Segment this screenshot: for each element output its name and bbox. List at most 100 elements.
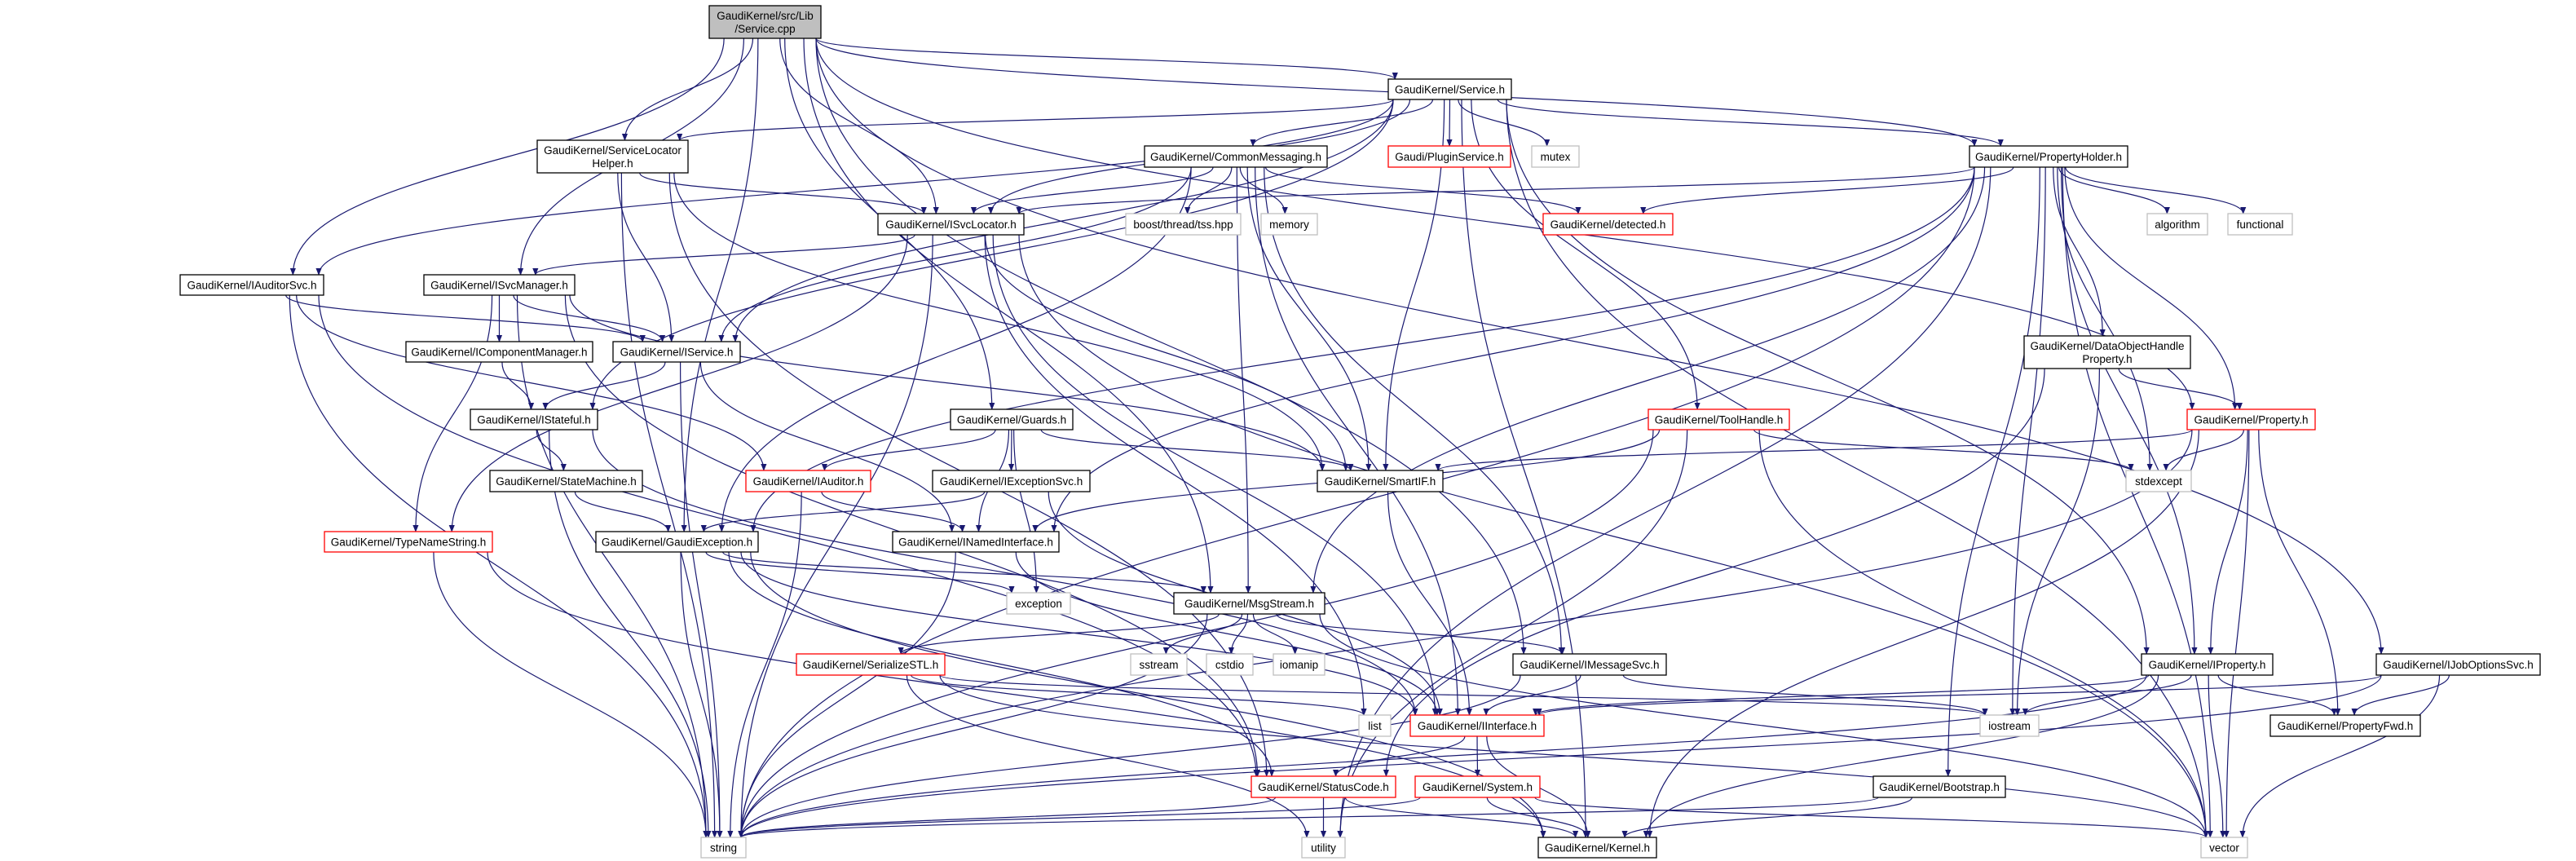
- node-iostream[interactable]: iostream: [1979, 714, 2040, 737]
- edge-commsg-to-isvclocator: [970, 166, 1214, 214]
- node-smartif[interactable]: GaudiKernel/SmartIF.h: [1317, 470, 1444, 492]
- node-cstdio[interactable]: cstdio: [1206, 653, 1254, 676]
- node-istateful[interactable]: GaudiKernel/IStateful.h: [470, 408, 598, 430]
- node-statuscode[interactable]: GaudiKernel/StatusCode.h: [1251, 775, 1396, 798]
- node-label: GaudiKernel/INamedInterface.h: [898, 536, 1053, 549]
- node-functional[interactable]: functional: [2227, 213, 2293, 236]
- edge-system-to-vector: [1534, 797, 2209, 838]
- edge-iservice-to-inamed: [699, 361, 955, 532]
- node-iauditor[interactable]: GaudiKernel/IAuditor.h: [745, 470, 871, 492]
- edge-property-to-smartif: [1435, 429, 2193, 471]
- edge-root-to-isvclocator: [779, 38, 939, 214]
- node-sstream[interactable]: sstream: [1130, 653, 1188, 676]
- node-root[interactable]: GaudiKernel/src/Lib/Service.cpp: [708, 5, 822, 39]
- node-box: [1979, 714, 2040, 737]
- edge-iauditor-to-string: [727, 491, 802, 838]
- edge-isvcmanager-to-typename: [412, 294, 493, 532]
- node-box: [1358, 714, 1392, 737]
- node-iexceptionsvc[interactable]: GaudiKernel/IExceptionSvc.h: [932, 470, 1091, 492]
- node-iinterface[interactable]: GaudiKernel/IInterface.h: [1409, 714, 1545, 737]
- node-bootstrap[interactable]: GaudiKernel/Bootstrap.h: [1872, 775, 2006, 798]
- node-statemachine[interactable]: GaudiKernel/StateMachine.h: [489, 470, 643, 492]
- edge-msgstream-to-vector: [1319, 613, 2209, 838]
- node-kernel[interactable]: GaudiKernel/Kernel.h: [1537, 837, 1657, 859]
- node-propholder[interactable]: GaudiKernel/PropertyHolder.h: [1969, 145, 2128, 168]
- node-label: GaudiKernel/ToolHandle.h: [1655, 414, 1784, 426]
- edge-dohp-to-property: [2118, 368, 2243, 410]
- node-property[interactable]: GaudiKernel/Property.h: [2186, 408, 2316, 430]
- node-plugin[interactable]: Gaudi/PluginService.h: [1387, 145, 1511, 168]
- node-box: [1387, 145, 1511, 168]
- node-label: algorithm: [2155, 219, 2200, 231]
- edge-ijoboptions-to-iinterface: [1536, 674, 2382, 716]
- node-box: [877, 213, 1025, 236]
- node-list[interactable]: list: [1358, 714, 1392, 737]
- edge-iauditorsvc-to-statuscode: [318, 294, 1259, 777]
- edge-guards-to-iauditor: [821, 429, 996, 471]
- edge-bootstrap-to-string: [738, 797, 1879, 838]
- node-iauditorsvc[interactable]: GaudiKernel/IAuditorSvc.h: [179, 274, 324, 296]
- node-isvcmanager[interactable]: GaudiKernel/ISvcManager.h: [423, 274, 576, 296]
- node-label: GaudiKernel/Guards.h: [957, 414, 1066, 426]
- node-propfwd[interactable]: GaudiKernel/PropertyFwd.h: [2269, 714, 2421, 737]
- node-iomanip[interactable]: iomanip: [1273, 653, 1325, 676]
- edge-icompmgr-to-istateful: [501, 361, 535, 410]
- edge-typename-to-string: [433, 551, 709, 838]
- edge-gaudiexc-to-exception: [705, 551, 1015, 594]
- node-label: GaudiKernel/IProperty.h: [2149, 659, 2266, 671]
- node-label: GaudiKernel/StatusCode.h: [1258, 781, 1389, 793]
- edge-isvcmanager-to-string: [516, 294, 709, 838]
- node-utility[interactable]: utility: [1301, 837, 1346, 859]
- edge-commsg-to-detected: [1264, 166, 1581, 214]
- node-box: [892, 531, 1060, 553]
- edge-commsg-to-boost: [1184, 166, 1233, 214]
- edge-ijoboptions-to-string: [738, 674, 2382, 838]
- node-label: GaudiKernel/ISvcLocator.h: [885, 219, 1017, 231]
- node-isvclocator[interactable]: GaudiKernel/ISvcLocator.h: [877, 213, 1025, 236]
- node-algorithm[interactable]: algorithm: [2146, 213, 2208, 236]
- node-icompmgr[interactable]: GaudiKernel/IComponentManager.h: [405, 341, 593, 363]
- node-string[interactable]: string: [700, 837, 747, 859]
- node-serialize[interactable]: GaudiKernel/SerializeSTL.h: [796, 653, 946, 676]
- node-box: [324, 531, 493, 553]
- edge-property-to-propfwd: [2258, 429, 2341, 716]
- node-label: stdexcept: [2135, 475, 2182, 488]
- node-system[interactable]: GaudiKernel/System.h: [1414, 775, 1541, 798]
- node-iservice[interactable]: GaudiKernel/IService.h: [612, 341, 741, 363]
- edge-system-to-string: [738, 797, 1421, 838]
- node-boost[interactable]: boost/thread/tss.hpp: [1125, 213, 1242, 236]
- node-detected[interactable]: GaudiKernel/detected.h: [1542, 213, 1674, 236]
- edge-service_h-to-kernel: [1461, 99, 1589, 838]
- node-msgstream[interactable]: GaudiKernel/MsgStream.h: [1173, 592, 1325, 615]
- node-inamed[interactable]: GaudiKernel/INamedInterface.h: [892, 531, 1060, 553]
- node-gaudiexc[interactable]: GaudiKernel/GaudiException.h: [595, 531, 759, 553]
- node-label: functional: [2237, 219, 2284, 231]
- node-commsg[interactable]: GaudiKernel/CommonMessaging.h: [1144, 145, 1328, 168]
- node-label: GaudiKernel/detected.h: [1550, 219, 1666, 231]
- node-label: GaudiKernel/IComponentManager.h: [411, 347, 587, 359]
- node-box: [745, 470, 871, 492]
- node-iproperty[interactable]: GaudiKernel/IProperty.h: [2141, 653, 2274, 676]
- node-vector[interactable]: vector: [2200, 837, 2248, 859]
- node-mutex[interactable]: mutex: [1531, 145, 1580, 168]
- edge-toolhandle-to-stdexcept: [1753, 429, 2134, 471]
- node-label: cstdio: [1215, 659, 1244, 671]
- node-guards[interactable]: GaudiKernel/Guards.h: [950, 408, 1074, 430]
- edge-gaudiexc-to-msgstream: [722, 551, 1206, 594]
- node-service_h[interactable]: GaudiKernel/Service.h: [1387, 78, 1512, 100]
- node-typename[interactable]: GaudiKernel/TypeNameString.h: [324, 531, 493, 553]
- node-exception[interactable]: exception: [1006, 592, 1071, 615]
- node-label: exception: [1015, 598, 1062, 610]
- node-imessagesvc[interactable]: GaudiKernel/IMessageSvc.h: [1512, 653, 1667, 676]
- node-memory[interactable]: memory: [1260, 213, 1318, 236]
- edge-smartif-to-iinterface: [1387, 491, 1473, 716]
- node-toolhandle[interactable]: GaudiKernel/ToolHandle.h: [1647, 408, 1790, 430]
- node-label: Gaudi/PluginService.h: [1395, 151, 1504, 163]
- edge-toolhandle-to-string: [738, 429, 1654, 838]
- node-ijoboptions[interactable]: GaudiKernel/IJobOptionsSvc.h: [2375, 653, 2541, 676]
- node-box: [1173, 592, 1325, 615]
- node-stdexcept[interactable]: stdexcept: [2125, 470, 2192, 492]
- node-box: [700, 837, 747, 859]
